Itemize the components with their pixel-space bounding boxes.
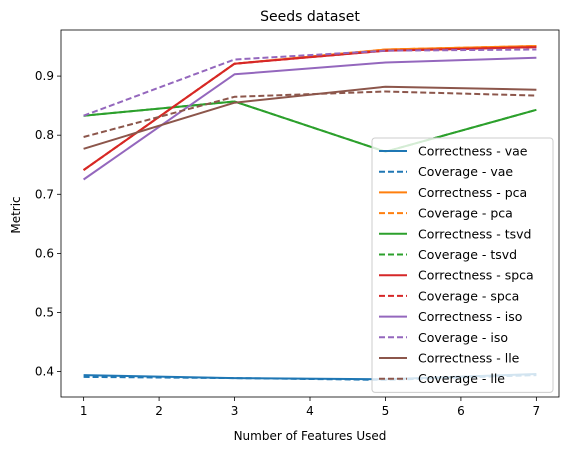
legend-label: Coverage - tsvd [418, 247, 517, 262]
x-tick-label: 7 [533, 404, 541, 418]
legend-label: Correctness - iso [418, 309, 522, 324]
plot-lines [83, 45, 537, 381]
y-tick-label: 0.6 [35, 246, 54, 260]
legend-label: Coverage - lle [418, 371, 505, 386]
legend-label: Correctness - tsvd [418, 226, 531, 241]
legend-label: Coverage - pca [418, 206, 513, 221]
series-line-coverage-lle [83, 90, 537, 138]
series-line-coverage-vae [83, 374, 537, 381]
y-tick-label: 0.8 [35, 128, 54, 142]
y-tick-label: 0.9 [35, 69, 54, 83]
legend-label: Correctness - pca [418, 185, 527, 200]
series-line-coverage-iso [83, 48, 537, 117]
y-axis-ticks: 0.4 0.5 0.6 0.7 0.8 0.9 [35, 69, 61, 379]
chart-title: Seeds dataset [260, 9, 360, 25]
legend-box [371, 137, 554, 393]
x-axis-label: Number of Features Used [234, 429, 387, 443]
legend-label: Correctness - spca [418, 268, 534, 283]
legend-label: Coverage - spca [418, 288, 519, 303]
series-line-correctness-lle [83, 85, 537, 150]
series-line-coverage-tsvd [83, 100, 537, 153]
x-tick-label: 3 [231, 404, 239, 418]
x-tick-label: 5 [382, 404, 390, 418]
legend-label: Coverage - vae [418, 164, 513, 179]
y-tick-label: 0.4 [35, 365, 54, 379]
series-line-coverage-spca [83, 46, 537, 171]
x-tick-label: 1 [80, 404, 88, 418]
y-tick-label: 0.5 [35, 305, 54, 319]
x-tick-label: 2 [155, 404, 163, 418]
x-tick-label: 4 [306, 404, 314, 418]
legend-label: Correctness - vae [418, 144, 528, 159]
y-tick-label: 0.7 [35, 187, 54, 201]
series-line-correctness-iso [83, 56, 537, 181]
x-tick-label: 6 [457, 404, 465, 418]
y-axis-label: Metric [9, 196, 23, 233]
legend: Correctness - vae Coverage - vae Correctne… [371, 137, 554, 393]
legend-label: Correctness - lle [418, 351, 520, 366]
legend-label: Coverage - iso [418, 330, 508, 345]
x-axis-ticks: 1 2 3 4 5 6 7 [80, 397, 540, 418]
